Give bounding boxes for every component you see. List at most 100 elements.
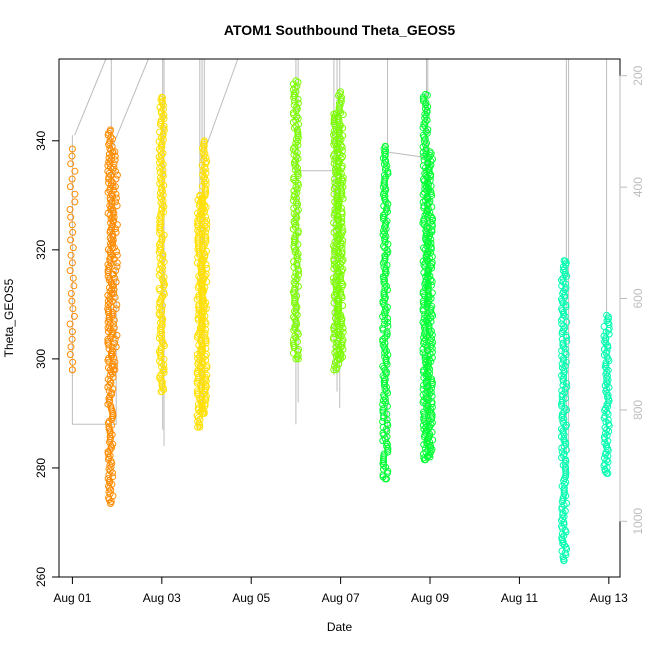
data-point — [330, 242, 337, 250]
data-point — [293, 328, 301, 336]
data-point — [69, 305, 77, 313]
data-point — [291, 191, 299, 199]
data-point — [331, 362, 339, 370]
data-point — [560, 309, 567, 316]
data-point — [68, 221, 76, 229]
data-point — [68, 152, 76, 160]
data-point — [111, 293, 119, 301]
data-point — [70, 282, 78, 290]
data-point — [379, 362, 387, 370]
data-point — [563, 383, 571, 391]
data-point — [383, 383, 390, 391]
data-point — [560, 557, 568, 565]
data-point — [419, 318, 427, 326]
data-point — [110, 186, 118, 194]
data-series — [379, 90, 437, 483]
data-point — [68, 297, 76, 305]
data-point — [601, 382, 609, 390]
data-point — [113, 248, 120, 255]
data-point — [67, 236, 75, 244]
data-point — [66, 267, 74, 275]
data-point — [381, 395, 389, 403]
data-point — [605, 384, 613, 391]
data-point — [383, 410, 391, 418]
x-tick-label: Aug 11 — [501, 591, 538, 605]
data-point — [113, 221, 121, 229]
data-point — [427, 358, 435, 366]
data-point — [425, 390, 433, 398]
data-point — [291, 84, 299, 92]
data-point — [108, 343, 116, 351]
data-point — [71, 190, 79, 198]
data-point — [68, 259, 76, 267]
data-point — [113, 259, 121, 267]
data-point — [604, 313, 612, 321]
y-tick-label: 300 — [34, 349, 48, 369]
data-point — [602, 405, 609, 412]
data-point — [384, 322, 392, 330]
x-tick-label: Aug 01 — [53, 591, 91, 605]
data-point — [291, 147, 299, 155]
data-point — [113, 263, 121, 271]
data-point — [199, 171, 207, 179]
y2-tick-label: 800 — [631, 400, 645, 420]
data-point — [428, 278, 436, 285]
data-point — [424, 294, 432, 302]
data-point — [112, 343, 120, 351]
data-point — [381, 305, 389, 313]
data-point — [68, 145, 76, 153]
data-point — [108, 312, 116, 320]
data-point — [201, 201, 209, 209]
data-point — [382, 387, 390, 395]
data-point — [111, 148, 119, 156]
data-point — [423, 139, 430, 147]
data-point — [292, 77, 300, 85]
data-point — [71, 198, 79, 206]
data-point — [109, 320, 117, 328]
data-point — [339, 302, 347, 309]
data-point — [561, 312, 569, 320]
data-point — [67, 251, 75, 259]
y-axis-right: 200 400 600 800 1000 — [619, 65, 645, 535]
y-axis-label: Theta_GEOS5 — [2, 278, 16, 357]
data-point — [559, 356, 567, 364]
data-point — [383, 217, 391, 225]
data-point — [337, 179, 345, 187]
data-point — [420, 425, 428, 433]
data-point — [111, 339, 119, 347]
data-point — [429, 215, 436, 222]
data-point — [381, 475, 389, 483]
data-point — [199, 226, 207, 234]
data-point — [337, 155, 345, 162]
data-point — [292, 139, 300, 147]
data-point — [201, 272, 209, 280]
data-point — [69, 358, 77, 366]
data-point — [110, 209, 118, 217]
data-point — [199, 194, 207, 202]
data-point — [69, 228, 77, 236]
data-point — [380, 450, 388, 458]
y2-tick-label: 200 — [631, 65, 645, 85]
data-point — [111, 152, 119, 160]
data-point — [110, 290, 118, 297]
data-point — [559, 391, 567, 399]
data-point — [563, 499, 571, 507]
data-point — [424, 320, 432, 327]
data-point — [203, 264, 211, 272]
chart-title: ATOM1 Southbound Theta_GEOS5 — [224, 22, 455, 38]
data-point — [106, 126, 114, 134]
data-point — [158, 151, 165, 159]
profile-line — [203, 58, 239, 152]
data-point — [106, 478, 114, 486]
data-point — [425, 360, 433, 367]
data-point — [292, 231, 300, 239]
data-point — [384, 467, 392, 475]
data-point — [428, 302, 436, 310]
data-point — [110, 324, 118, 332]
data-point — [109, 206, 117, 213]
data-point — [68, 328, 76, 336]
data-point — [112, 305, 120, 313]
data-point — [158, 98, 166, 105]
data-point — [109, 328, 117, 336]
